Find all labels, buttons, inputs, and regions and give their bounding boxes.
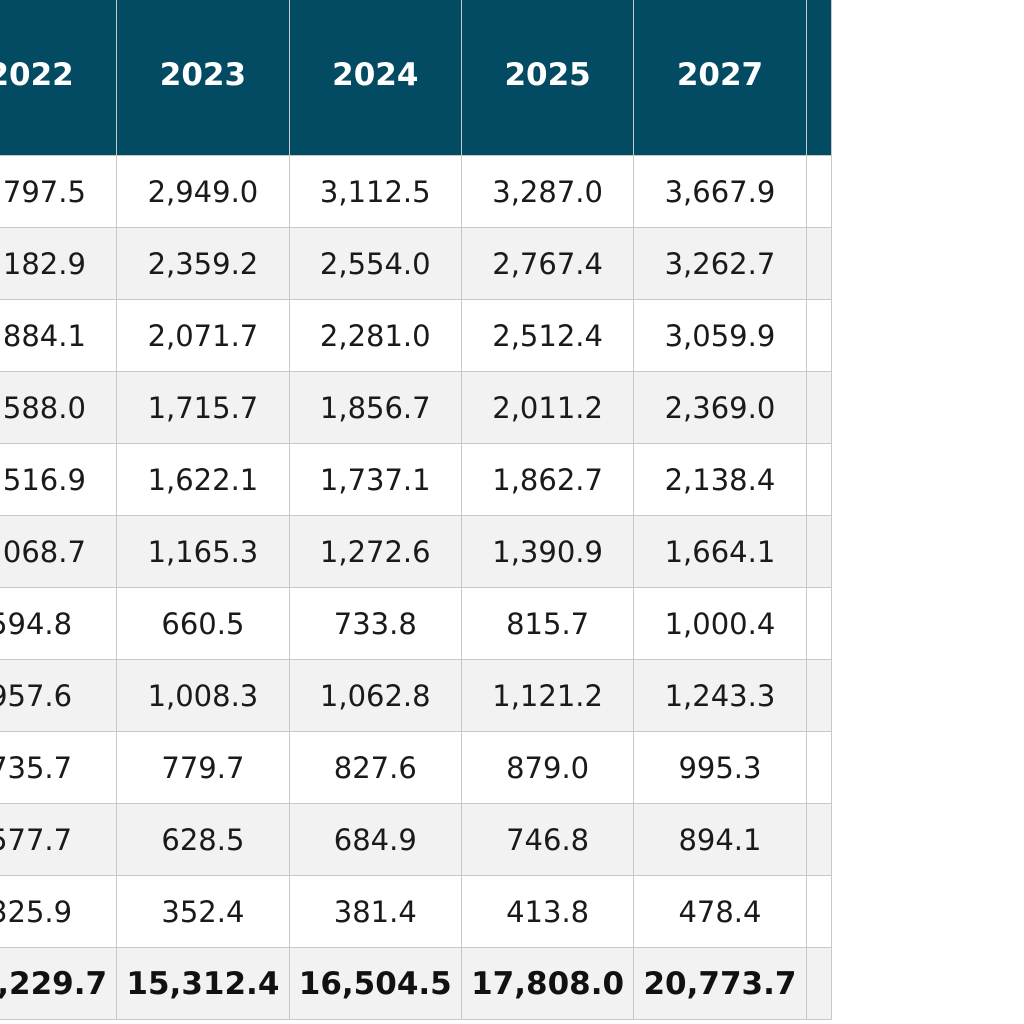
table-cell: 478.4	[633, 875, 807, 948]
table-row: 1,068.71,165.31,272.61,390.91,664.1	[0, 515, 833, 588]
table-row: 957.61,008.31,062.81,121.21,243.3	[0, 659, 833, 732]
table-cell: 1,243.3	[633, 659, 807, 732]
table-cell: 3,112.5	[288, 155, 462, 228]
table-row: 51,884.12,071.72,281.02,512.43,059.9	[0, 299, 833, 372]
table-cell: 815.7	[460, 587, 635, 660]
total-cell: 15,312.4	[116, 947, 290, 1020]
table-cell: 1,068.7	[0, 515, 118, 588]
table-cell: 2,359.2	[116, 227, 290, 300]
table-cell: 3,059.9	[633, 299, 807, 372]
table-cell: 2,281.0	[288, 299, 462, 372]
table-cell: 1,008.3	[116, 659, 290, 732]
table-cell	[805, 371, 833, 444]
table-cell: 733.8	[288, 587, 462, 660]
table-cell: 2,554.0	[288, 227, 462, 300]
table-row: 92,797.52,949.03,112.53,287.03,667.9	[0, 155, 833, 228]
table-cell: 352.4	[116, 875, 290, 948]
table-cell: 2,949.0	[116, 155, 290, 228]
table-cell	[805, 587, 833, 660]
table-cell: 1,856.7	[288, 371, 462, 444]
table-cell: 381.4	[288, 875, 462, 948]
table-cell: 1,062.8	[288, 659, 462, 732]
table-cell: 779.7	[116, 731, 290, 804]
column-header: 2023	[116, 0, 290, 156]
table-cell	[805, 731, 833, 804]
table-cell: 1,121.2	[460, 659, 635, 732]
table-cell: 2,512.4	[460, 299, 635, 372]
table-cell: 413.8	[460, 875, 635, 948]
column-header: 2027	[633, 0, 807, 156]
table-cell: 1,664.1	[633, 515, 807, 588]
table-cell: 325.9	[0, 875, 118, 948]
table-body: 92,797.52,949.03,112.53,287.03,667.942,1…	[0, 155, 833, 1020]
column-header: 2022	[0, 0, 118, 156]
table-cell	[805, 659, 833, 732]
table-cell	[805, 227, 833, 300]
table-cell: 879.0	[460, 731, 635, 804]
table-cell: 2,011.2	[460, 371, 635, 444]
table-cell: 628.5	[116, 803, 290, 876]
table-cell: 1,715.7	[116, 371, 290, 444]
table-cell: 3,667.9	[633, 155, 807, 228]
total-cell: 17,808.0	[460, 947, 635, 1020]
table-cell: 957.6	[0, 659, 118, 732]
total-cell: 16,504.5	[288, 947, 462, 1020]
table-cell: 3,287.0	[460, 155, 635, 228]
column-header	[805, 0, 833, 156]
table-cell: 735.7	[0, 731, 118, 804]
table-cell	[805, 875, 833, 948]
table-cell: 1,272.6	[288, 515, 462, 588]
total-cell: 14,229.7	[0, 947, 118, 1020]
table-cell: 1,884.1	[0, 299, 118, 372]
table-cell: 2,369.0	[633, 371, 807, 444]
table-cell: 577.7	[0, 803, 118, 876]
table-row: 42,182.92,359.22,554.02,767.43,262.7	[0, 227, 833, 300]
total-cell: 20,773.7	[633, 947, 807, 1020]
total-row: .014,229.715,312.416,504.517,808.020,773…	[0, 947, 833, 1020]
data-table: 20222023202420252027 92,797.52,949.03,11…	[0, 0, 833, 1020]
column-header: 2024	[288, 0, 462, 156]
table-cell: 684.9	[288, 803, 462, 876]
table-cell: 1,000.4	[633, 587, 807, 660]
table-cell: 2,071.7	[116, 299, 290, 372]
table-cell	[805, 443, 833, 516]
table-cell: 2,138.4	[633, 443, 807, 516]
table-cell: 2,182.9	[0, 227, 118, 300]
table-row: 91,588.01,715.71,856.72,011.22,369.0	[0, 371, 833, 444]
table-cell	[805, 515, 833, 588]
table-cell: 660.5	[116, 587, 290, 660]
header-row: 20222023202420252027	[0, 0, 833, 156]
table-cell: 746.8	[460, 803, 635, 876]
table-cell: 1,862.7	[460, 443, 635, 516]
table-cell: 827.6	[288, 731, 462, 804]
table-cell: 1,588.0	[0, 371, 118, 444]
table-cell: 1,165.3	[116, 515, 290, 588]
table-cell	[805, 299, 833, 372]
table-cell: 1,622.1	[116, 443, 290, 516]
table-cell: 1,737.1	[288, 443, 462, 516]
table-cell: 995.3	[633, 731, 807, 804]
table-cell	[805, 803, 833, 876]
table-cell: 1,516.9	[0, 443, 118, 516]
table-cell: 1,390.9	[460, 515, 635, 588]
table-cell: 594.8	[0, 587, 118, 660]
table-cell	[805, 155, 833, 228]
table-cell: 2,797.5	[0, 155, 118, 228]
table-cell: 894.1	[633, 803, 807, 876]
table-cell: 3,262.7	[633, 227, 807, 300]
table-row: 51,516.91,622.11,737.11,862.72,138.4	[0, 443, 833, 516]
column-header: 2025	[460, 0, 635, 156]
table-cell: 2,767.4	[460, 227, 635, 300]
total-cell	[805, 947, 833, 1020]
